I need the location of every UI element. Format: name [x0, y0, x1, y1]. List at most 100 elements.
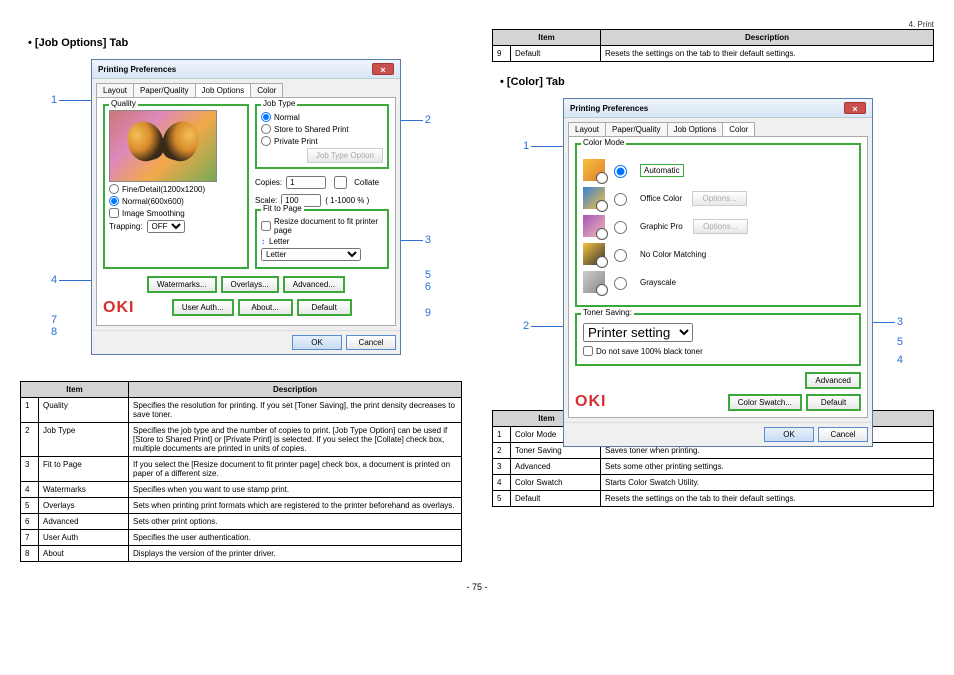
dialog-titlebar2: Printing Preferences × — [564, 99, 872, 118]
color-option-grayscale[interactable]: Grayscale — [583, 271, 853, 293]
dialog-title-text2: Printing Preferences — [570, 104, 648, 113]
table-row: 3AdvancedSets some other printing settin… — [493, 459, 934, 475]
color-icon — [583, 271, 605, 293]
color-icon — [583, 243, 605, 265]
default-button2[interactable]: Default — [806, 394, 861, 411]
callout-9: 9 — [425, 307, 431, 319]
jobtype-normal-radio[interactable]: Normal — [261, 112, 383, 122]
about-button[interactable]: About... — [238, 299, 293, 316]
section-title-job-options: [Job Options] Tab — [28, 37, 462, 49]
jobtype-private-radio[interactable]: Private Print — [261, 136, 383, 146]
fit-to-page-group: Fit to Page Resize document to fit print… — [255, 209, 389, 269]
tab-paper-quality2[interactable]: Paper/Quality — [605, 122, 667, 136]
tab-job-options[interactable]: Job Options — [195, 83, 252, 97]
options-button[interactable]: Options... — [692, 191, 747, 206]
color-option-graphic-pro[interactable]: Graphic ProOptions... — [583, 215, 853, 237]
color-option-office-color[interactable]: Office ColorOptions... — [583, 187, 853, 209]
table-row: 5OverlaysSets when printing print format… — [21, 498, 462, 514]
jobtype-option-button[interactable]: Job Type Option — [307, 148, 383, 163]
th-desc: Description — [129, 382, 462, 398]
collate-check[interactable] — [334, 176, 347, 189]
right-column: Item Description 9DefaultResets the sett… — [492, 29, 934, 562]
close-icon[interactable]: × — [372, 63, 394, 75]
table-row: 1QualitySpecifies the resolution for pri… — [21, 398, 462, 423]
ok-button[interactable]: OK — [292, 335, 342, 350]
preview-image — [109, 110, 217, 182]
tab-body: Quality Fine/Detail(1200x1200) Normal(60… — [96, 97, 396, 326]
dialog-title-text: Printing Preferences — [98, 65, 176, 74]
color-icon — [583, 215, 605, 237]
c-callout-4: 4 — [897, 354, 903, 366]
watermarks-button[interactable]: Watermarks... — [147, 276, 216, 293]
color-option-automatic[interactable]: Automatic — [583, 159, 853, 181]
tab-paper-quality[interactable]: Paper/Quality — [133, 83, 195, 97]
quality-label: Quality — [109, 99, 138, 108]
table-row: 4WatermarksSpecifies when you want to us… — [21, 482, 462, 498]
resize-check[interactable]: Resize document to fit printer page — [261, 217, 383, 235]
two-columns: [Job Options] Tab 1 2 3 4 5 6 7 8 9 Prin… — [20, 29, 934, 562]
ok-button2[interactable]: OK — [764, 427, 814, 442]
default-button[interactable]: Default — [297, 299, 352, 316]
advanced-button[interactable]: Advanced... — [283, 276, 345, 293]
user-auth-button[interactable]: User Auth... — [172, 299, 234, 316]
th-item2: Item — [493, 30, 601, 46]
tab-job-options2[interactable]: Job Options — [667, 122, 724, 136]
table-row: 9DefaultResets the settings on the tab t… — [493, 46, 934, 62]
default-row-table: Item Description 9DefaultResets the sett… — [492, 29, 934, 62]
toner-saving-group: Toner Saving: Printer setting Do not sav… — [575, 313, 861, 366]
printing-preferences-dialog-color: Printing Preferences × Layout Paper/Qual… — [563, 98, 873, 447]
options-button[interactable]: Options... — [693, 219, 748, 234]
jobtype-shared-radio[interactable]: Store to Shared Print — [261, 124, 383, 134]
tabs: Layout Paper/Quality Job Options Color — [96, 83, 396, 97]
c-callout-1: 1 — [523, 140, 529, 152]
table-row: 5DefaultResets the settings on the tab t… — [493, 491, 934, 507]
job-options-table: Item Description 1QualitySpecifies the r… — [20, 381, 462, 562]
tab-color[interactable]: Color — [250, 83, 283, 97]
tab-layout2[interactable]: Layout — [568, 122, 606, 136]
trapping-field[interactable]: Trapping: OFF — [109, 220, 243, 233]
copies-input[interactable] — [286, 176, 326, 189]
cancel-button2[interactable]: Cancel — [818, 427, 868, 442]
jobtype-label: Job Type — [261, 99, 297, 108]
close-icon2[interactable]: × — [844, 102, 866, 114]
tab-color2[interactable]: Color — [722, 122, 755, 136]
page-number: - 75 - — [20, 582, 934, 592]
tab-layout[interactable]: Layout — [96, 83, 134, 97]
table-row: 8AboutDisplays the version of the printe… — [21, 546, 462, 562]
callout-8: 8 — [51, 326, 57, 338]
fit-label: Fit to Page — [261, 204, 304, 213]
table-row: 3Fit to PageIf you select the [Resize do… — [21, 457, 462, 482]
color-mode-label: Color Mode — [581, 138, 626, 147]
th-desc2: Description — [601, 30, 934, 46]
c-callout-5: 5 — [897, 336, 903, 348]
table-row: 7User AuthSpecifies the user authenticat… — [21, 530, 462, 546]
color-figure: 1 2 3 4 5 Printing Preferences × Layout … — [523, 98, 903, 398]
color-swatch-button[interactable]: Color Swatch... — [728, 394, 802, 411]
overlays-button[interactable]: Overlays... — [221, 276, 279, 293]
advanced-button2[interactable]: Advanced — [805, 372, 861, 389]
copies-field: Copies: Collate — [255, 173, 389, 192]
page-header: 4. Print — [20, 20, 934, 29]
quality-group: Quality Fine/Detail(1200x1200) Normal(60… — [103, 104, 249, 269]
quality-fine-radio[interactable]: Fine/Detail(1200x1200) — [109, 184, 243, 194]
c-callout-2: 2 — [523, 320, 529, 332]
callout-3: 3 — [425, 234, 431, 246]
dialog-footer2: OK Cancel — [564, 422, 872, 446]
color-icon — [583, 187, 605, 209]
tabs2: Layout Paper/Quality Job Options Color — [568, 122, 868, 136]
image-smoothing-check[interactable]: Image Smoothing — [109, 208, 243, 218]
jobtype-group: Job Type Normal Store to Shared Print Pr… — [255, 104, 389, 169]
c-callout-3: 3 — [897, 316, 903, 328]
printing-preferences-dialog-job: Printing Preferences × Layout Paper/Qual… — [91, 59, 401, 355]
color-option-no-color-matching[interactable]: No Color Matching — [583, 243, 853, 265]
fit-paper-select[interactable]: Letter — [261, 248, 361, 261]
quality-normal-radio[interactable]: Normal(600x600) — [109, 196, 243, 206]
trapping-select[interactable]: OFF — [147, 220, 185, 233]
toner-label: Toner Saving: — [581, 308, 634, 317]
th-item: Item — [21, 382, 129, 398]
toner-check[interactable]: Do not save 100% black toner — [583, 346, 853, 356]
table-row: 2Job TypeSpecifies the job type and the … — [21, 423, 462, 457]
oki-logo2: OKI — [575, 393, 606, 411]
cancel-button[interactable]: Cancel — [346, 335, 396, 350]
toner-select[interactable]: Printer setting — [583, 323, 693, 342]
